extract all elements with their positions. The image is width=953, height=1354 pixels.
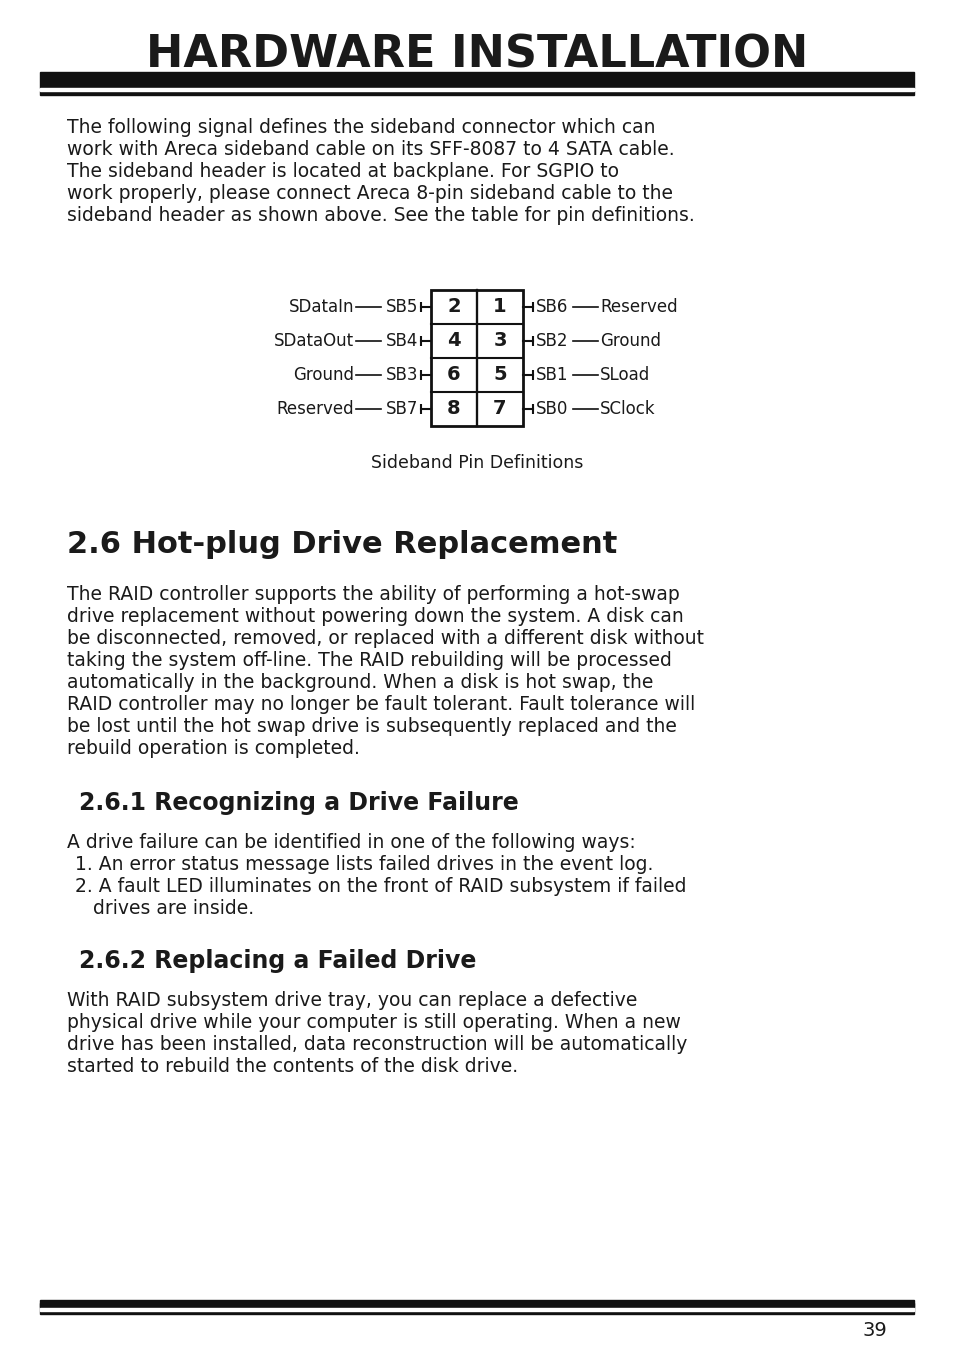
Text: drive replacement without powering down the system. A disk can: drive replacement without powering down … [67,607,683,626]
Text: drive has been installed, data reconstruction will be automatically: drive has been installed, data reconstru… [67,1034,687,1053]
Text: Reserved: Reserved [599,298,677,315]
Text: sideband header as shown above. See the table for pin definitions.: sideband header as shown above. See the … [67,206,694,225]
Text: started to rebuild the contents of the disk drive.: started to rebuild the contents of the d… [67,1057,517,1076]
Text: SB3: SB3 [385,366,417,385]
Text: SB6: SB6 [536,298,568,315]
Text: SB5: SB5 [385,298,417,315]
Bar [40,88,913,91]
Text: SClock: SClock [599,399,655,418]
Text: 4: 4 [447,332,460,351]
Text: 6: 6 [447,366,460,385]
Text: The RAID controller supports the ability of performing a hot-swap: The RAID controller supports the ability… [67,585,679,604]
Bar [40,1303,913,1307]
Text: taking the system off-line. The RAID rebuilding will be processed: taking the system off-line. The RAID reb… [67,651,671,670]
Text: be lost until the hot swap drive is subsequently replaced and the: be lost until the hot swap drive is subs… [67,718,677,737]
Text: drives are inside.: drives are inside. [75,899,253,918]
Text: Ground: Ground [293,366,354,385]
Text: RAID controller may no longer be fault tolerant. Fault tolerance will: RAID controller may no longer be fault t… [67,695,695,714]
Bar [40,1300,913,1313]
Text: SB2: SB2 [536,332,568,349]
Bar [40,72,913,88]
Bar [40,1308,913,1311]
Bar [40,91,913,95]
Text: Reserved: Reserved [276,399,354,418]
Text: A drive failure can be identified in one of the following ways:: A drive failure can be identified in one… [67,833,635,852]
Text: Sideband Pin Definitions: Sideband Pin Definitions [371,454,582,473]
Text: physical drive while your computer is still operating. When a new: physical drive while your computer is st… [67,1013,680,1032]
Text: SLoad: SLoad [599,366,650,385]
Text: SB1: SB1 [536,366,568,385]
Text: 8: 8 [447,399,460,418]
Text: SDataIn: SDataIn [288,298,354,315]
Text: With RAID subsystem drive tray, you can replace a defective: With RAID subsystem drive tray, you can … [67,991,637,1010]
Text: HARDWARE INSTALLATION: HARDWARE INSTALLATION [146,34,807,76]
Text: 2.6.1 Recognizing a Drive Failure: 2.6.1 Recognizing a Drive Failure [79,791,518,815]
Text: SB4: SB4 [385,332,417,349]
Text: automatically in the background. When a disk is hot swap, the: automatically in the background. When a … [67,673,653,692]
Text: 2.6.2 Replacing a Failed Drive: 2.6.2 Replacing a Failed Drive [79,949,476,974]
Text: rebuild operation is completed.: rebuild operation is completed. [67,739,359,758]
Text: work properly, please connect Areca 8-pin sideband cable to the: work properly, please connect Areca 8-pi… [67,184,672,203]
Text: 2: 2 [447,298,460,317]
Text: 7: 7 [493,399,506,418]
Text: 39: 39 [862,1320,886,1339]
Text: Ground: Ground [599,332,660,349]
Text: The following signal defines the sideband connector which can: The following signal defines the sideban… [67,118,655,137]
Text: SDataOut: SDataOut [274,332,354,349]
Text: work with Areca sideband cable on its SFF-8087 to 4 SATA cable.: work with Areca sideband cable on its SF… [67,139,674,158]
Text: 1. An error status message lists failed drives in the event log.: 1. An error status message lists failed … [75,854,653,873]
Text: SB7: SB7 [385,399,417,418]
Text: 1: 1 [493,298,506,317]
Text: SB0: SB0 [536,399,568,418]
Bar [431,290,522,427]
Text: The sideband header is located at backplane. For SGPIO to: The sideband header is located at backpl… [67,162,618,181]
Text: 2.6 Hot-plug Drive Replacement: 2.6 Hot-plug Drive Replacement [67,529,617,559]
Text: 2. A fault LED illuminates on the front of RAID subsystem if failed: 2. A fault LED illuminates on the front … [75,877,686,896]
Text: 3: 3 [493,332,506,351]
Text: 5: 5 [493,366,506,385]
Text: be disconnected, removed, or replaced with a different disk without: be disconnected, removed, or replaced wi… [67,630,703,649]
